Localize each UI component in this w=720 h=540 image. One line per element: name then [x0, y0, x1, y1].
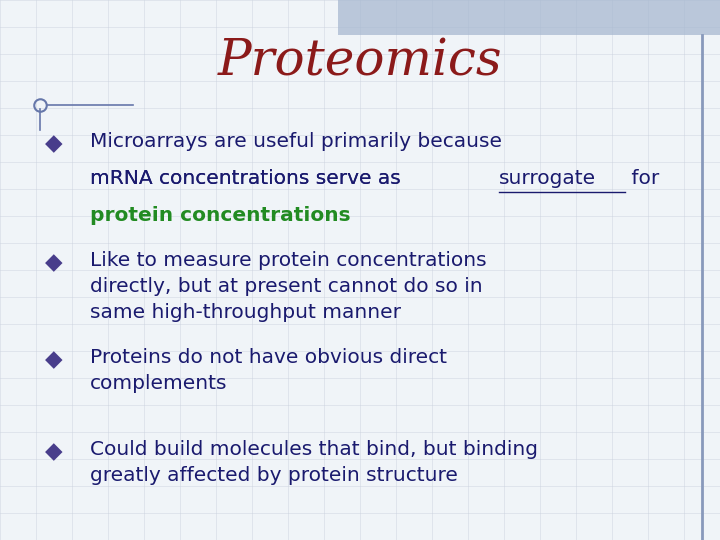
- Text: for: for: [624, 169, 659, 188]
- Text: Proteomics: Proteomics: [217, 37, 503, 87]
- Text: Like to measure protein concentrations
directly, but at present cannot do so in
: Like to measure protein concentrations d…: [90, 251, 487, 322]
- Text: ◆: ◆: [45, 132, 63, 156]
- Text: ◆: ◆: [45, 348, 63, 372]
- Text: surrogate: surrogate: [499, 169, 596, 188]
- Text: ◆: ◆: [45, 440, 63, 463]
- Text: Could build molecules that bind, but binding
greatly affected by protein structu: Could build molecules that bind, but bin…: [90, 440, 538, 485]
- Text: protein concentrations: protein concentrations: [90, 206, 351, 225]
- Text: mRNA concentrations serve as: mRNA concentrations serve as: [90, 169, 407, 188]
- Bar: [338, 0, 720, 35]
- Text: mRNA concentrations serve as: mRNA concentrations serve as: [90, 169, 407, 188]
- Text: Microarrays are useful primarily because: Microarrays are useful primarily because: [90, 132, 502, 151]
- Text: Proteins do not have obvious direct
complements: Proteins do not have obvious direct comp…: [90, 348, 447, 393]
- Text: ◆: ◆: [45, 251, 63, 274]
